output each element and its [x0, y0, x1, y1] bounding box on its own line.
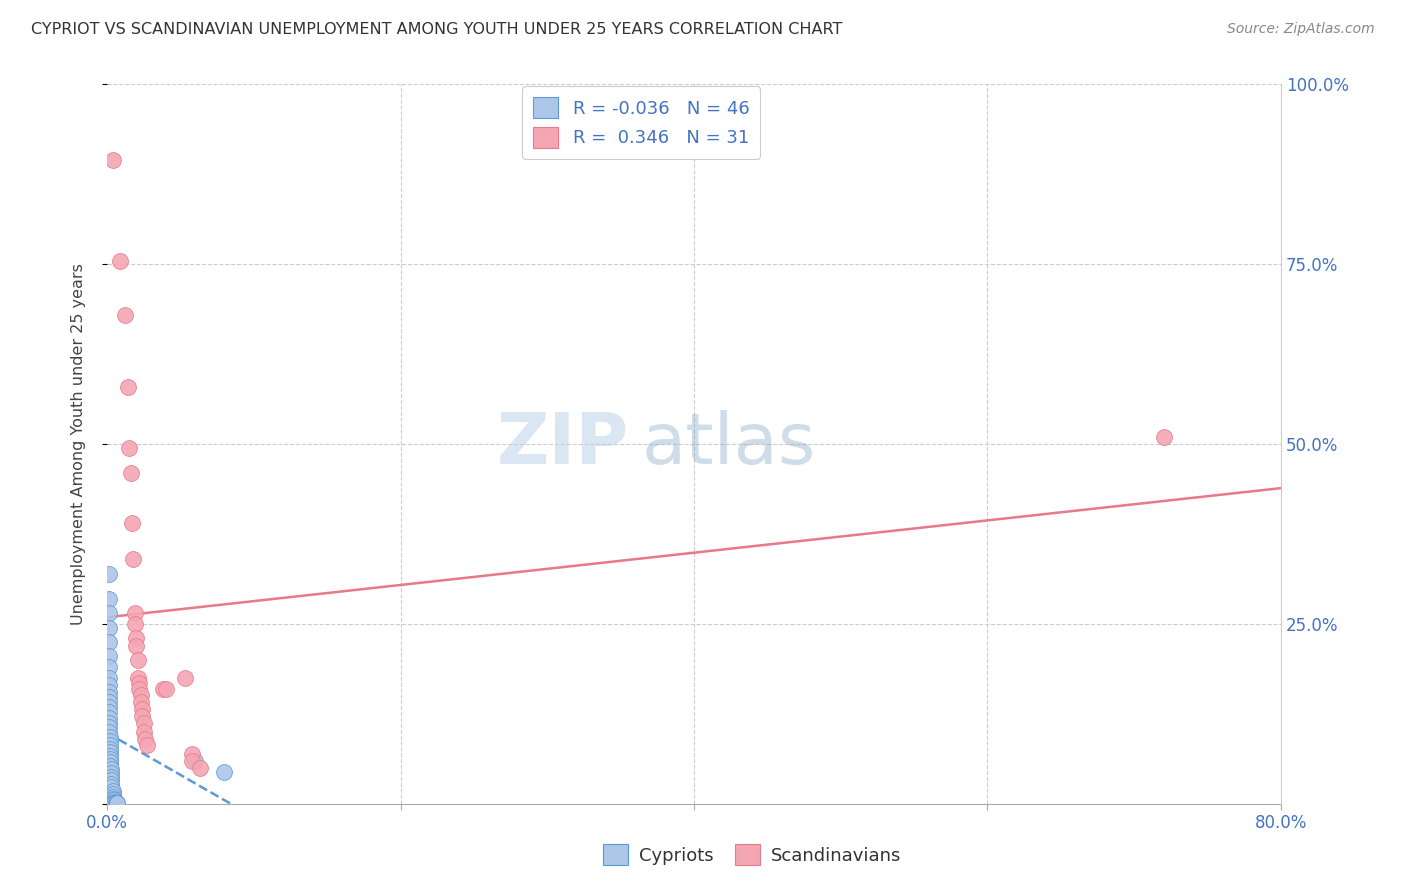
Point — [98, 759, 121, 773]
Text: Source: ZipAtlas.com: Source: ZipAtlas.com — [1227, 22, 1375, 37]
Point — [97, 699, 120, 714]
Point — [100, 766, 122, 780]
Point — [181, 747, 204, 761]
Point — [173, 671, 195, 685]
Text: CYPRIOT VS SCANDINAVIAN UNEMPLOYMENT AMONG YOUTH UNDER 25 YEARS CORRELATION CHAR: CYPRIOT VS SCANDINAVIAN UNEMPLOYMENT AMO… — [31, 22, 842, 37]
Point — [97, 671, 120, 685]
Point — [214, 764, 236, 779]
Point — [97, 660, 120, 674]
Point — [125, 639, 148, 653]
Point — [131, 702, 153, 716]
Point — [105, 797, 128, 811]
Point — [152, 681, 174, 696]
Point — [98, 734, 121, 748]
Point — [103, 795, 125, 809]
Point — [132, 725, 155, 739]
Point — [101, 153, 124, 167]
Point — [98, 752, 121, 766]
Point — [98, 730, 121, 744]
Point — [127, 671, 149, 685]
Point — [97, 695, 120, 709]
Point — [155, 681, 177, 696]
Point — [101, 789, 124, 804]
Point — [124, 607, 146, 621]
Point — [100, 770, 122, 784]
Point — [100, 773, 122, 788]
Point — [134, 732, 156, 747]
Point — [132, 716, 155, 731]
Point — [103, 796, 125, 810]
Point — [129, 688, 152, 702]
Point — [103, 793, 125, 807]
Point — [118, 441, 141, 455]
Point — [100, 777, 122, 791]
Point — [184, 754, 207, 768]
Point — [101, 787, 124, 801]
Y-axis label: Unemployment Among Youth under 25 years: Unemployment Among Youth under 25 years — [72, 263, 86, 625]
Point — [98, 756, 121, 770]
Point — [98, 738, 121, 752]
Point — [181, 754, 204, 768]
Point — [122, 552, 145, 566]
Text: atlas: atlas — [641, 409, 815, 479]
Point — [100, 763, 122, 777]
Point — [97, 607, 120, 621]
Point — [97, 725, 120, 739]
Point — [125, 632, 148, 646]
Point — [97, 566, 120, 581]
Point — [98, 745, 121, 759]
Legend: Cypriots, Scandinavians: Cypriots, Scandinavians — [596, 837, 908, 872]
Point — [128, 681, 150, 696]
Point — [98, 748, 121, 763]
Point — [98, 741, 121, 756]
Point — [117, 379, 139, 393]
Point — [97, 678, 120, 692]
Point — [97, 705, 120, 719]
Point — [97, 685, 120, 699]
Point — [124, 617, 146, 632]
Point — [131, 709, 153, 723]
Legend: R = -0.036   N = 46, R =  0.346   N = 31: R = -0.036 N = 46, R = 0.346 N = 31 — [522, 87, 761, 159]
Point — [1153, 430, 1175, 444]
Point — [114, 308, 136, 322]
Point — [120, 466, 142, 480]
Point — [121, 516, 143, 531]
Text: ZIP: ZIP — [498, 409, 630, 479]
Point — [128, 676, 150, 690]
Point — [105, 797, 128, 811]
Point — [97, 649, 120, 664]
Point — [97, 621, 120, 635]
Point — [104, 797, 127, 811]
Point — [110, 253, 132, 268]
Point — [97, 711, 120, 725]
Point — [100, 780, 122, 795]
Point — [135, 738, 157, 752]
Point — [97, 591, 120, 606]
Point — [104, 797, 127, 811]
Point — [188, 761, 211, 775]
Point — [97, 690, 120, 705]
Point — [97, 715, 120, 730]
Point — [129, 695, 152, 709]
Point — [97, 720, 120, 734]
Point — [127, 653, 149, 667]
Point — [101, 784, 124, 798]
Point — [101, 792, 124, 806]
Point — [97, 635, 120, 649]
